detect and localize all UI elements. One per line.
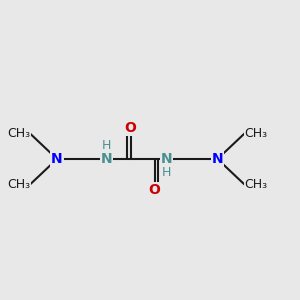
Text: H: H <box>102 139 111 152</box>
Text: CH₃: CH₃ <box>7 178 30 191</box>
Text: O: O <box>124 121 136 134</box>
Text: N: N <box>212 152 223 166</box>
Text: O: O <box>148 184 160 197</box>
Text: N: N <box>161 152 172 166</box>
Text: CH₃: CH₃ <box>244 127 268 140</box>
Text: CH₃: CH₃ <box>244 178 268 191</box>
Text: CH₃: CH₃ <box>7 127 30 140</box>
Text: N: N <box>51 152 63 166</box>
Text: H: H <box>162 166 171 179</box>
Text: N: N <box>101 152 112 166</box>
